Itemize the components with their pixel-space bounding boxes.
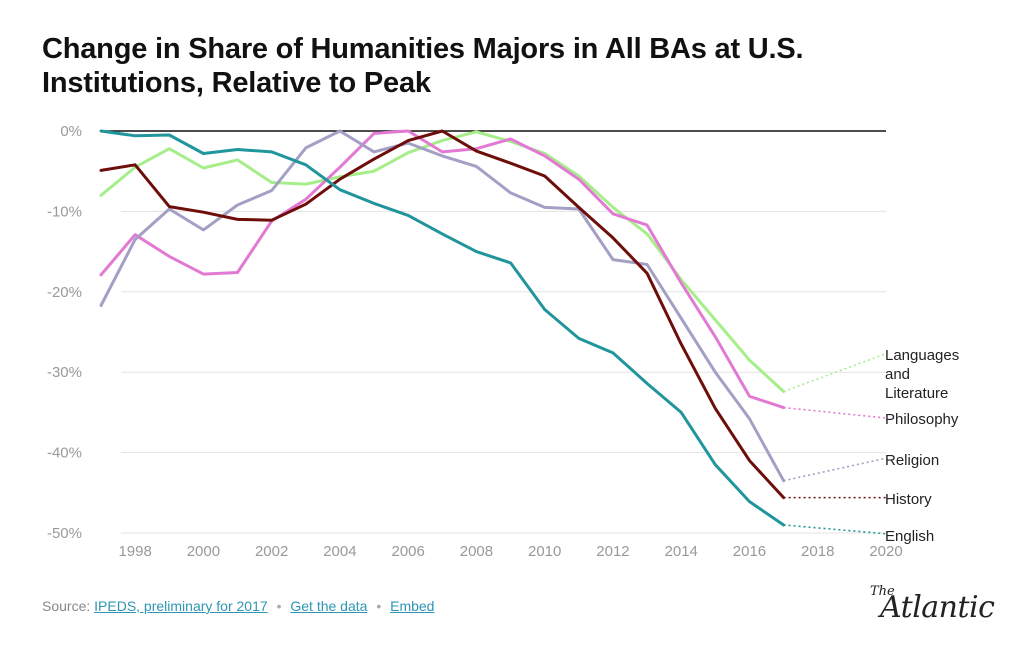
source-link[interactable]: IPEDS, preliminary for 2017 (94, 598, 268, 614)
series-labels: Languages and Literature Philosophy Religion… (885, 347, 959, 545)
projection-line-english (783, 524, 887, 535)
series-line-english (99, 129, 786, 527)
series-label-line: Philosophy (885, 411, 959, 428)
projection-line-religion (783, 457, 887, 482)
projection-line-philosophy (783, 406, 887, 419)
x-tick-label: 2016 (733, 543, 766, 560)
series-label-religion: Religion (885, 452, 939, 469)
series-label-line: Languages (885, 347, 959, 364)
source-footer: Source: IPEDS, preliminary for 2017 • Ge… (42, 598, 434, 614)
series-line-philosophy (99, 129, 786, 410)
logo-the: The (870, 584, 895, 599)
y-tick-label: -30% (47, 364, 82, 381)
series-label-languages-and-literature: Languages and Literature (885, 347, 959, 402)
embed-link[interactable]: Embed (390, 598, 435, 614)
series-label-philosophy: Philosophy (885, 411, 959, 428)
x-tick-label: 2014 (665, 543, 698, 560)
series-label-line: Literature (885, 385, 948, 402)
source-label: Source: (42, 598, 91, 614)
x-tick-label: 2020 (869, 543, 902, 560)
y-tick-label: -20% (47, 284, 82, 301)
projection-line-languages-and-literature (783, 352, 887, 393)
y-axis-tick-labels: 0% -10% -20% -30% -40% -50% (47, 123, 82, 542)
series-label-line: and (885, 366, 910, 383)
series-line-religion (99, 129, 786, 483)
get-the-data-link[interactable]: Get the data (290, 598, 368, 614)
y-tick-label: 0% (60, 123, 82, 140)
logo-name: Atlantic (880, 590, 995, 625)
series-lines (99, 129, 786, 527)
series-line-languages-and-literature (99, 130, 786, 393)
series-line-history (99, 129, 786, 500)
x-tick-label: 2018 (801, 543, 834, 560)
line-chart: 0% -10% -20% -30% -40% -50% 1998 2000 2002 2004 2… (47, 123, 959, 560)
series-label-history: History (885, 491, 932, 508)
x-tick-label: 1998 (118, 543, 151, 560)
x-tick-label: 2000 (187, 543, 220, 560)
separator-dot: • (376, 598, 382, 614)
series-label-english: English (885, 528, 934, 545)
series-label-line: English (885, 528, 934, 545)
separator-dot: • (276, 598, 282, 614)
x-tick-label: 2006 (391, 543, 424, 560)
y-tick-label: -50% (47, 525, 82, 542)
x-tick-label: 2008 (460, 543, 493, 560)
x-tick-label: 2010 (528, 543, 561, 560)
projection-lines (783, 352, 887, 535)
y-tick-label: -40% (47, 445, 82, 462)
grid-lines (101, 130, 886, 534)
x-tick-label: 2012 (596, 543, 629, 560)
series-label-line: History (885, 491, 932, 508)
x-axis-tick-labels: 1998 2000 2002 2004 2006 2008 2010 2012 2014 2016… (118, 543, 902, 560)
x-tick-label: 2004 (323, 543, 356, 560)
chart-title: Change in Share of Humanities Majors in … (42, 33, 804, 99)
x-tick-label: 2002 (255, 543, 288, 560)
y-tick-label: -10% (47, 203, 82, 220)
series-label-line: Religion (885, 452, 939, 469)
